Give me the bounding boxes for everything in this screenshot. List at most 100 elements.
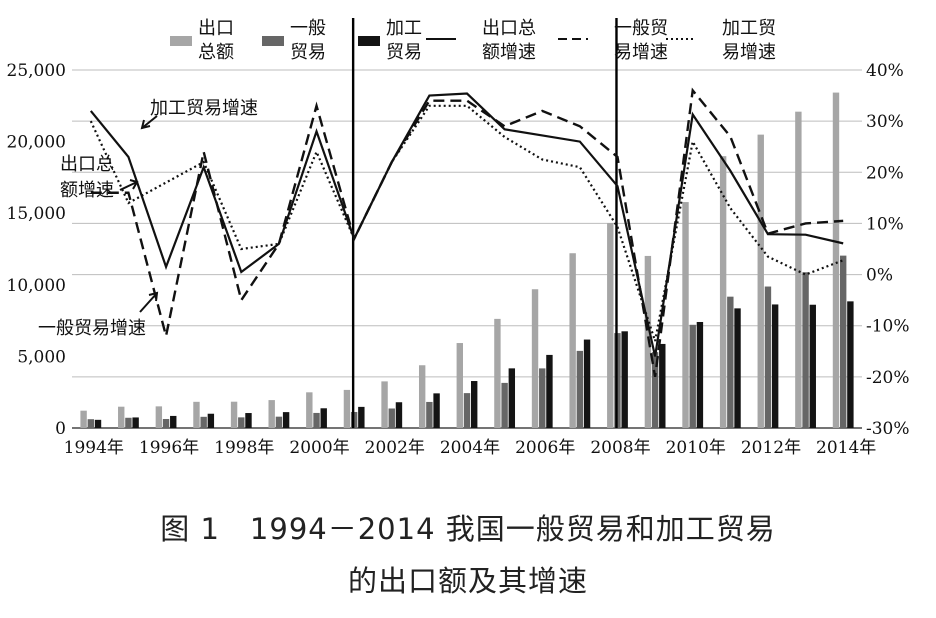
bar-processing bbox=[282, 412, 290, 428]
annotation-label: 额增速 bbox=[60, 180, 114, 201]
bar-general bbox=[426, 401, 433, 428]
bar-processing bbox=[245, 413, 252, 428]
bar-general bbox=[802, 272, 809, 428]
bar-total bbox=[832, 92, 840, 428]
bar-general bbox=[313, 412, 320, 428]
y-left-tick-label: 20,000 bbox=[7, 133, 66, 153]
figure-caption-line-1: 图 1 1994－2014 我国一般贸易和加工贸易 bbox=[160, 512, 776, 546]
annotation-arrowhead bbox=[129, 179, 139, 190]
legend-label: 总额 bbox=[198, 42, 234, 63]
bar-processing bbox=[395, 402, 403, 428]
bar-general bbox=[388, 408, 395, 428]
bar-total bbox=[795, 111, 802, 428]
bar-total bbox=[118, 406, 125, 428]
y-left-tick-label: 5,000 bbox=[17, 347, 66, 367]
y-right-tick-label: -10% bbox=[866, 317, 910, 337]
legend-swatch bbox=[170, 36, 192, 46]
bar-processing bbox=[546, 354, 553, 428]
legend-label: 易增速 bbox=[614, 42, 668, 63]
bar-general bbox=[689, 324, 696, 428]
bar-processing bbox=[696, 321, 704, 428]
bar-processing bbox=[320, 408, 327, 428]
y-left-tick-label: 25,000 bbox=[7, 61, 66, 81]
bar-total bbox=[607, 223, 614, 428]
annotation-label: 一般贸易增速 bbox=[38, 318, 146, 339]
bar-processing bbox=[847, 301, 854, 428]
annotation-arrowhead bbox=[140, 119, 151, 130]
x-tick-label: 2004年 bbox=[440, 438, 500, 458]
bar-processing bbox=[132, 417, 139, 428]
legend-label: 出口 bbox=[198, 18, 234, 39]
bar-processing bbox=[471, 381, 478, 428]
chart: 0 5,000 10,000 15,000 20,000 25,000 40% 30% 20% 1… bbox=[7, 18, 910, 458]
bar-general bbox=[162, 418, 170, 428]
bar-total bbox=[418, 365, 426, 428]
legend-label: 加工 bbox=[386, 18, 422, 39]
x-tick-label: 1998年 bbox=[214, 438, 274, 458]
y-left-tick-label: 0 bbox=[55, 419, 66, 439]
bar-general bbox=[200, 416, 207, 428]
bar-total bbox=[494, 318, 501, 428]
bar-total bbox=[644, 255, 652, 428]
legend-label: 贸易 bbox=[290, 42, 326, 63]
bar-processing bbox=[809, 304, 816, 428]
y-right-tick-label: 40% bbox=[866, 61, 904, 81]
y-right-tick-label: 0% bbox=[866, 266, 893, 286]
x-tick-label: 2008年 bbox=[590, 438, 650, 458]
bar-total bbox=[682, 202, 689, 428]
bar-processing bbox=[771, 304, 779, 428]
bar-processing bbox=[734, 308, 741, 428]
bar-general bbox=[764, 286, 772, 428]
bar-total bbox=[531, 289, 539, 428]
bar-total bbox=[80, 410, 87, 428]
bar-processing bbox=[94, 419, 102, 428]
y-right-tick-label: -30% bbox=[866, 419, 910, 439]
legend-label: 出口总 bbox=[482, 18, 536, 39]
y-left-tick-label: 15,000 bbox=[7, 204, 66, 224]
legend-label: 一般 bbox=[290, 18, 326, 39]
bar-processing bbox=[583, 339, 591, 428]
legend-label: 一般贸 bbox=[614, 18, 668, 39]
bar-general bbox=[463, 393, 471, 428]
legend-swatch bbox=[262, 36, 284, 46]
bar-general bbox=[125, 417, 132, 428]
bar-total bbox=[306, 392, 313, 428]
legend-label: 贸易 bbox=[386, 42, 422, 63]
bar-general bbox=[576, 350, 584, 428]
bar-processing bbox=[508, 368, 516, 428]
annotation-arrow bbox=[141, 115, 158, 129]
annotation-arrow bbox=[139, 292, 158, 313]
annotation-arrow bbox=[119, 181, 138, 191]
bar-general bbox=[651, 352, 659, 428]
bar-general bbox=[275, 416, 283, 428]
bar-total bbox=[381, 381, 388, 428]
bar-total bbox=[230, 401, 238, 428]
x-tick-label: 2000年 bbox=[289, 438, 349, 458]
x-tick-label: 1996年 bbox=[139, 438, 199, 458]
bar-general bbox=[87, 419, 95, 428]
bar-processing bbox=[621, 331, 628, 428]
bar-processing bbox=[433, 393, 440, 428]
bar-processing bbox=[358, 406, 365, 428]
legend-label: 易增速 bbox=[722, 42, 776, 63]
bar-total bbox=[719, 156, 727, 429]
y-right-tick-label: -20% bbox=[866, 368, 910, 388]
legend-label: 加工贸 bbox=[722, 18, 776, 39]
y-right-tick-label: 10% bbox=[866, 214, 904, 234]
x-tick-label: 2012年 bbox=[741, 438, 801, 458]
bar-total bbox=[569, 253, 576, 428]
y-right-tick-label: 20% bbox=[866, 163, 904, 183]
legend-swatch bbox=[358, 36, 380, 46]
bar-general bbox=[839, 255, 847, 428]
bar-total bbox=[343, 389, 351, 428]
y-left-tick-label: 10,000 bbox=[7, 276, 66, 296]
x-tick-label: 2002年 bbox=[365, 438, 425, 458]
x-tick-label: 2010年 bbox=[666, 438, 726, 458]
x-tick-label: 1994年 bbox=[64, 438, 124, 458]
bar-general bbox=[727, 296, 734, 428]
x-tick-label: 2006年 bbox=[515, 438, 575, 458]
y-right-tick-label: 30% bbox=[866, 112, 904, 132]
annotation-label: 加工贸易增速 bbox=[150, 98, 258, 119]
bar-general bbox=[238, 417, 245, 428]
bar-general bbox=[501, 382, 508, 428]
